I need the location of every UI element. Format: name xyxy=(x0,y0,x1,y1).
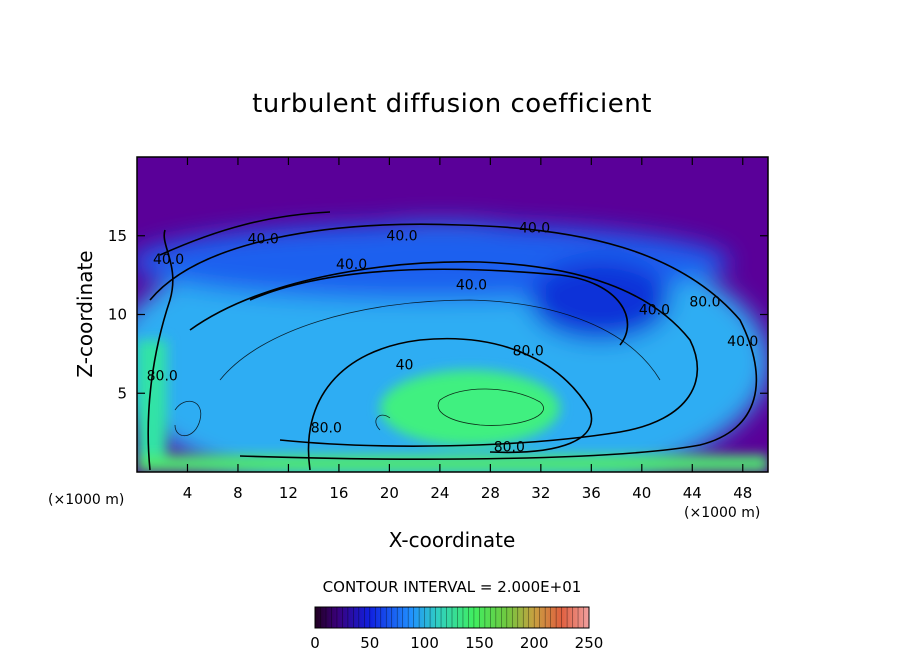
contour-label-8: 80.0 xyxy=(147,369,178,385)
field-vortex-core xyxy=(380,370,560,446)
x-tick-label-7: 32 xyxy=(531,484,550,502)
chart-title: turbulent diffusion coefficient xyxy=(252,89,652,119)
contour-label-5: 40.0 xyxy=(639,303,670,319)
colorbar: 0 50 100 150 200 250 xyxy=(310,606,603,652)
contour-label-11: 40.0 xyxy=(153,252,184,268)
contour-label-9: 80.0 xyxy=(311,421,342,437)
contour-labels: 40.0 40.0 40.0 40.0 40.0 40.0 80.0 80.0 80.0 80.0… xyxy=(147,221,759,456)
contour-label-1: 40.0 xyxy=(386,228,417,244)
x-axis-title: X-coordinate xyxy=(389,528,516,552)
colorbar-tick-label-5: 250 xyxy=(575,634,604,652)
contour-label-6: 80.0 xyxy=(689,295,720,311)
contour-lines xyxy=(147,211,758,471)
field-bottom-strip xyxy=(137,455,768,472)
contour-interval-label: CONTOUR INTERVAL = 2.000E+01 xyxy=(323,578,582,596)
y-axis-unit: (×1000 m) xyxy=(48,492,124,508)
contour-label-2: 40.0 xyxy=(519,221,550,237)
x-tick-label-3: 16 xyxy=(329,484,348,502)
heatmap-field: 40.0 40.0 40.0 40.0 40.0 40.0 80.0 80.0 80.0 80.0… xyxy=(137,157,768,472)
x-tick-label-2: 12 xyxy=(279,484,298,502)
x-tick-label-1: 8 xyxy=(233,484,243,502)
x-tick-label-4: 20 xyxy=(380,484,399,502)
contour-label-7: 80.0 xyxy=(513,343,544,359)
field-left-wall xyxy=(137,340,167,472)
contour-label-4: 40.0 xyxy=(456,277,487,293)
contour-label-10: 80.0 xyxy=(494,440,525,456)
colorbar-tick-label-1: 50 xyxy=(360,634,379,652)
x-axis-unit: (×1000 m) xyxy=(684,505,760,521)
colorbar-tick-label-3: 150 xyxy=(465,634,494,652)
y-axis-ticks: 5 10 15 xyxy=(108,227,768,402)
x-tick-label-5: 24 xyxy=(430,484,449,502)
colorbar-tick-label-2: 100 xyxy=(410,634,439,652)
contour-label-13: 40 xyxy=(396,358,414,374)
contour-lines-thin xyxy=(174,299,661,437)
x-tick-label-10: 44 xyxy=(683,484,702,502)
colorbar-tick-label-4: 200 xyxy=(520,634,549,652)
x-tick-label-11: 48 xyxy=(733,484,752,502)
colorbar-ticks: 0 50 100 150 200 250 xyxy=(310,634,603,652)
contour-label-12: 40.0 xyxy=(727,334,758,350)
colorbar-stripes xyxy=(320,607,584,628)
colorbar-tick-label-0: 0 xyxy=(310,634,320,652)
y-tick-label-2: 15 xyxy=(108,227,127,245)
y-axis-title: Z-coordinate xyxy=(73,250,97,377)
x-tick-label-0: 4 xyxy=(183,484,193,502)
x-axis-ticks: 4 8 12 16 20 24 28 32 36 40 44 48 xyxy=(183,157,752,502)
x-tick-label-8: 36 xyxy=(582,484,601,502)
x-tick-label-6: 28 xyxy=(481,484,500,502)
field-right-low-region xyxy=(530,260,670,340)
contour-label-3: 40.0 xyxy=(336,257,367,273)
y-tick-label-1: 10 xyxy=(108,306,127,324)
x-tick-label-9: 40 xyxy=(632,484,651,502)
contour-label-0: 40.0 xyxy=(248,232,279,248)
y-tick-label-0: 5 xyxy=(117,384,127,402)
